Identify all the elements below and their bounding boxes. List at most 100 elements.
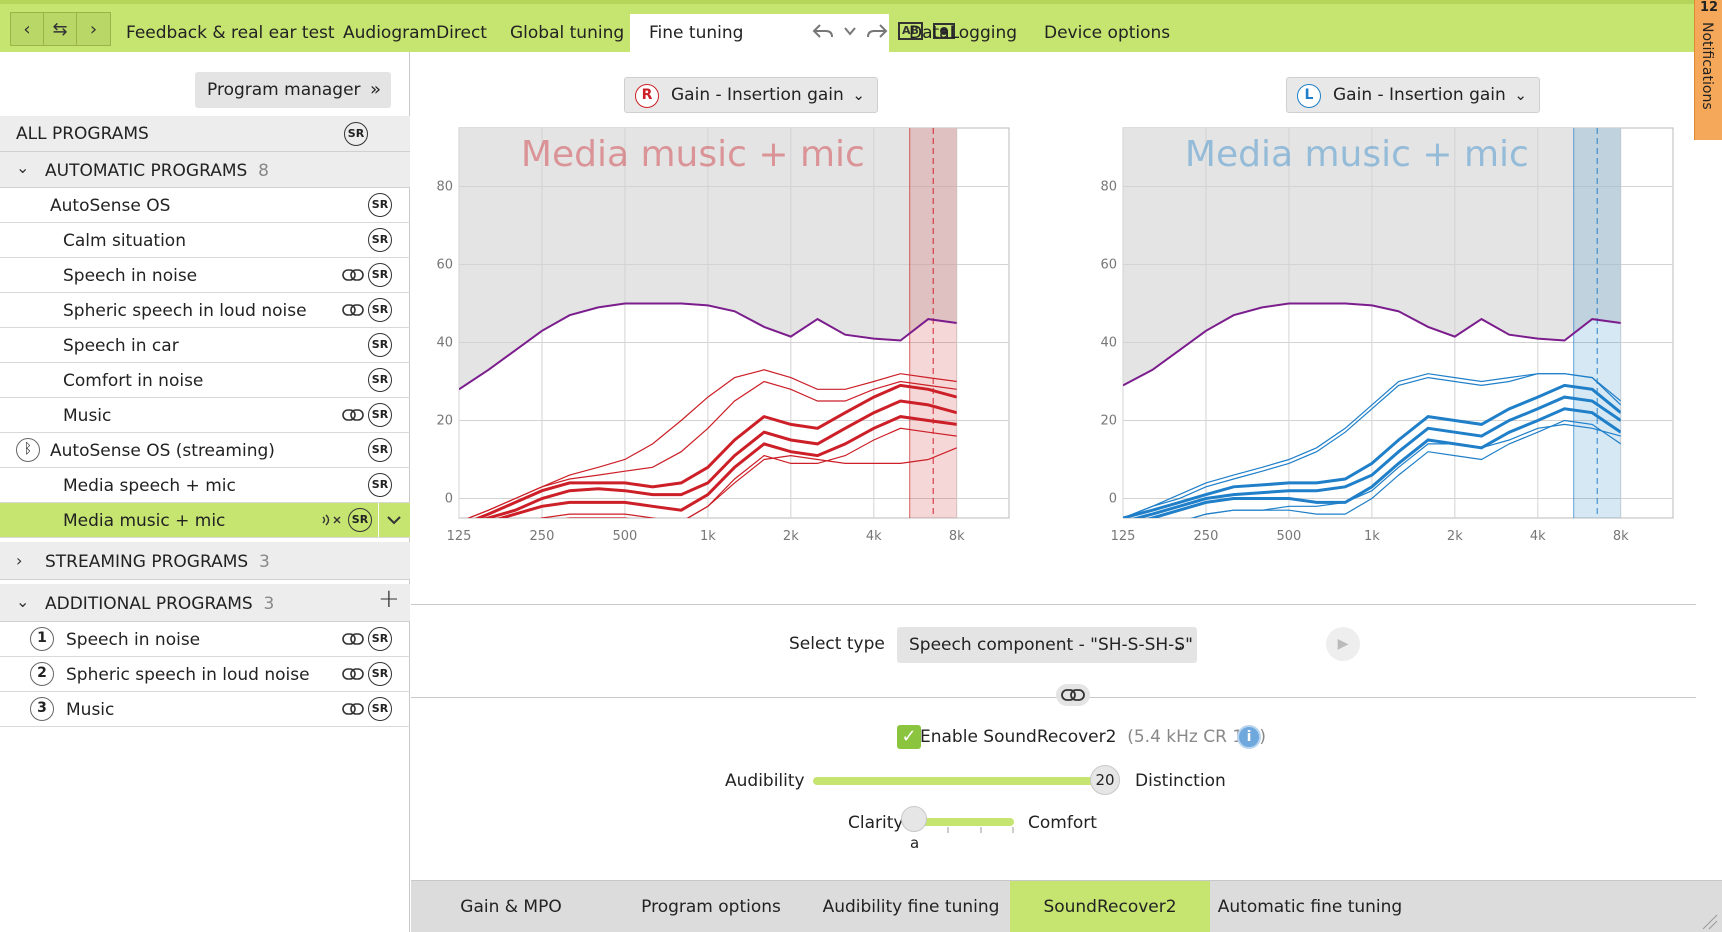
sidebar-item-additional-1[interactable]: 1 Speech in noise SR (0, 622, 410, 657)
x-tick-label: 4k (1530, 529, 1546, 544)
program-label: Comfort in noise (63, 371, 204, 391)
select-type-value: Speech component - "SH-S-SH-S" (909, 635, 1193, 655)
automatic-programs-header[interactable]: ⌄ AUTOMATIC PROGRAMS 8 (0, 152, 410, 188)
tab-automatic-fine-tuning[interactable]: Automatic fine tuning (1217, 897, 1403, 917)
program-number-badge: 1 (30, 627, 54, 651)
sidebar-item-spheric-speech[interactable]: Spheric speech in loud noise SR (0, 293, 410, 328)
sidebar-item-autosense-os[interactable]: AutoSense OS SR (0, 188, 410, 223)
y-tick-label: 60 (436, 258, 453, 273)
tab-feedback[interactable]: Feedback & real ear test (126, 23, 335, 43)
program-label: Media music + mic (63, 511, 226, 531)
play-button[interactable]: ▶ (1326, 627, 1360, 661)
chevron-down-icon[interactable] (844, 26, 856, 36)
sr-badge: SR (344, 122, 368, 146)
sr-badge: SR (368, 438, 392, 462)
x-tick-label: 2k (783, 529, 799, 544)
streaming-programs-label: STREAMING PROGRAMS 3 (45, 552, 270, 572)
info-icon[interactable]: i (1237, 725, 1261, 749)
sidebar-item-autosense-streaming[interactable]: ᛒ AutoSense OS (streaming) SR (0, 433, 410, 468)
sidebar-item-additional-2[interactable]: 2 Spheric speech in loud noise SR (0, 657, 410, 692)
sidebar-item-speech-in-noise[interactable]: Speech in noise SR (0, 258, 410, 293)
sidebar-item-media-music-mic[interactable]: Media music + mic SR (0, 503, 410, 538)
tab-audibility-fine-tuning[interactable]: Audibility fine tuning (822, 897, 1000, 917)
back-button[interactable]: ‹ (11, 13, 44, 45)
sidebar-item-calm-situation[interactable]: Calm situation SR (0, 223, 410, 258)
chevron-down-icon[interactable]: ⌄ (16, 158, 30, 177)
soundrecover2-detail: (5.4 kHz CR 1.3) (1127, 727, 1267, 747)
tab-soundrecover2[interactable]: SoundRecover2 (1010, 881, 1210, 932)
left-ear-gain-chart[interactable]: Media music + mic 125 250 500 1k 2k 4k 8k 0 20 40 6… (1083, 122, 1675, 578)
navigation-group: ‹ ⇆ › (10, 12, 111, 46)
x-tick-label: 4k (866, 529, 882, 544)
chevron-down-icon[interactable] (387, 515, 401, 525)
program-number-badge: 3 (30, 697, 54, 721)
right-ear-view-dropdown[interactable]: R Gain - Insertion gain ⌄ (624, 77, 878, 113)
tab-audiogramdirect[interactable]: AudiogramDirect (343, 23, 487, 43)
chevron-down-icon: ⌄ (1514, 86, 1527, 104)
select-type-dropdown[interactable]: Speech component - "SH-S-SH-S" ⌄ (897, 627, 1197, 663)
right-ear-gain-chart[interactable]: Media music + mic 125 250 500 1k 2k 4k 8k 0 20 40 6… (419, 122, 1011, 578)
gain-curve-0 (1131, 395, 1621, 518)
program-label: Media speech + mic (63, 476, 236, 496)
ab-compare-icon[interactable]: AB (898, 22, 923, 40)
tab-device-options[interactable]: Device options (1044, 23, 1171, 43)
tab-datalogging[interactable]: DataLogging (909, 23, 1018, 43)
x-tick-label: 500 (613, 529, 638, 544)
binaural-link-icon (342, 633, 364, 645)
streaming-programs-header[interactable]: › STREAMING PROGRAMS 3 (0, 542, 410, 580)
link-ears-button[interactable] (1056, 684, 1090, 706)
clarity-slider-knob[interactable] (901, 806, 927, 832)
add-program-icon[interactable]: + (378, 584, 400, 614)
sidebar-item-speech-in-car[interactable]: Speech in car SR (0, 328, 410, 363)
series-group (459, 302, 957, 518)
enable-soundrecover2-checkbox[interactable]: ✓ (897, 725, 921, 749)
redo-icon[interactable] (866, 23, 888, 39)
x-tick-label: 500 (1277, 529, 1302, 544)
resize-grip-icon[interactable] (1699, 911, 1719, 931)
snapshot-icon[interactable] (932, 22, 955, 40)
tab-global-tuning[interactable]: Global tuning (510, 23, 625, 43)
notifications-count: 12 (1699, 0, 1719, 15)
program-label: Speech in noise (66, 630, 201, 650)
program-label: Speech in noise (63, 266, 198, 286)
program-manager-button[interactable]: Program manager » (195, 72, 391, 108)
sidebar-item-media-speech-mic[interactable]: Media speech + mic SR (0, 468, 410, 503)
notifications-panel-tab[interactable]: 12 Notifications (1694, 0, 1722, 140)
x-tick-label: 125 (1111, 529, 1136, 544)
all-programs-row[interactable]: ALL PROGRAMS SR (0, 116, 410, 152)
streaming-programs-title: STREAMING PROGRAMS (45, 552, 249, 572)
sidebar-item-music[interactable]: Music SR (0, 398, 410, 433)
section-divider (411, 697, 1696, 698)
y-tick-label: 80 (1100, 180, 1117, 195)
gain-curve-1 (1123, 383, 1621, 518)
distinction-slider-knob[interactable]: 20 (1090, 765, 1120, 795)
clarity-label: Clarity (848, 813, 904, 833)
swap-button[interactable]: ⇆ (44, 13, 77, 45)
binaural-link-icon (342, 304, 364, 316)
forward-button[interactable]: › (89, 18, 98, 40)
clarity-comfort-slider[interactable] (914, 818, 1014, 826)
left-ear-view-dropdown[interactable]: L Gain - Insertion gain ⌄ (1286, 77, 1540, 113)
audibility-distinction-slider[interactable] (813, 777, 1105, 785)
sr-badge: SR (368, 228, 392, 252)
binaural-link-icon (342, 668, 364, 680)
tab-fine-tuning[interactable]: Fine tuning (630, 14, 889, 52)
comfort-label: Comfort (1028, 813, 1097, 833)
sidebar-item-additional-3[interactable]: 3 Music SR (0, 692, 410, 727)
undo-icon[interactable] (812, 23, 834, 39)
program-label: AutoSense OS (streaming) (50, 441, 275, 461)
chevron-down-icon[interactable]: ⌄ (16, 592, 30, 611)
program-label: Music (66, 700, 115, 720)
program-label: Calm situation (63, 231, 186, 251)
right-ear-icon: R (635, 84, 659, 108)
sidebar-item-comfort-in-noise[interactable]: Comfort in noise SR (0, 363, 410, 398)
y-tick-label: 20 (436, 414, 453, 429)
chevron-right-icon[interactable]: › (16, 551, 23, 570)
tab-gain-mpo[interactable]: Gain & MPO (460, 897, 562, 917)
additional-programs-header[interactable]: ⌄ ADDITIONAL PROGRAMS 3 + (0, 584, 410, 622)
bluetooth-icon: ᛒ (16, 438, 40, 462)
tab-program-options[interactable]: Program options (641, 897, 781, 917)
chevron-down-icon: ⌄ (852, 86, 865, 104)
distinction-label: Distinction (1135, 771, 1226, 791)
mute-sound-icon (322, 514, 341, 526)
